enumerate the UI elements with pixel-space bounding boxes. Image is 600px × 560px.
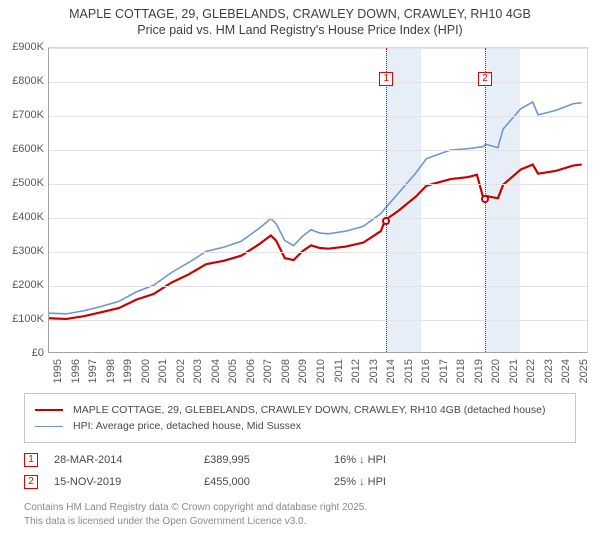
title-line-1: MAPLE COTTAGE, 29, GLEBELANDS, CRAWLEY D… — [8, 6, 592, 22]
footer-line-1: Contains HM Land Registry data © Crown c… — [24, 501, 576, 515]
x-tick-label: 2006 — [245, 359, 257, 383]
gridline-h — [49, 48, 587, 49]
event-marker: 2 — [478, 72, 492, 86]
x-tick-label: 2011 — [333, 359, 345, 383]
sale-dot — [481, 195, 489, 203]
y-tick-label: £700K — [0, 109, 44, 121]
lower-section: MAPLE COTTAGE, 29, GLEBELANDS, CRAWLEY D… — [0, 393, 600, 529]
transaction-price-2: £455,000 — [204, 476, 334, 488]
event-vline — [386, 48, 387, 352]
footer-line-2: This data is licensed under the Open Gov… — [24, 515, 576, 529]
gridline-h — [49, 150, 587, 151]
transactions-table: 1 28-MAR-2014 £389,995 16% ↓ HPI 2 15-NO… — [24, 453, 576, 489]
x-tick-label: 2003 — [192, 359, 204, 383]
event-marker: 1 — [379, 72, 393, 86]
legend-label-hpi: HPI: Average price, detached house, Mid … — [73, 418, 301, 435]
transaction-marker-1: 1 — [24, 453, 38, 467]
x-tick-label: 2021 — [508, 359, 520, 383]
x-tick-label: 2008 — [280, 359, 292, 383]
y-tick-label: £300K — [0, 245, 44, 257]
y-tick-label: £200K — [0, 279, 44, 291]
y-tick-label: £500K — [0, 177, 44, 189]
transaction-date-2: 15-NOV-2019 — [54, 476, 204, 488]
x-tick-label: 2022 — [525, 359, 537, 383]
y-tick-label: £100K — [0, 313, 44, 325]
gridline-h — [49, 252, 587, 253]
x-tick-label: 2018 — [455, 359, 467, 383]
gridline-h — [49, 320, 587, 321]
x-tick-label: 2023 — [543, 359, 555, 383]
x-tick-label: 1997 — [87, 359, 99, 383]
x-tick-label: 2004 — [210, 359, 222, 383]
gridline-h — [49, 82, 587, 83]
legend-swatch-red — [35, 409, 63, 411]
x-tick-label: 2013 — [368, 359, 380, 383]
x-tick-label: 1998 — [105, 359, 117, 383]
y-tick-label: £400K — [0, 211, 44, 223]
x-tick-label: 2020 — [490, 359, 502, 383]
transaction-delta-2: 25% ↓ HPI — [334, 476, 464, 488]
x-tick-label: 1996 — [70, 359, 82, 383]
x-tick-label: 2014 — [385, 359, 397, 383]
gridline-h — [49, 184, 587, 185]
x-tick-label: 2019 — [473, 359, 485, 383]
transaction-marker-2: 2 — [24, 475, 38, 489]
x-tick-label: 2000 — [140, 359, 152, 383]
legend-row-property: MAPLE COTTAGE, 29, GLEBELANDS, CRAWLEY D… — [35, 402, 565, 419]
x-tick-label: 2007 — [262, 359, 274, 383]
transaction-date-1: 28-MAR-2014 — [54, 454, 204, 466]
gridline-h — [49, 218, 587, 219]
y-tick-label: £600K — [0, 143, 44, 155]
transaction-price-1: £389,995 — [204, 454, 334, 466]
gridline-h — [49, 286, 587, 287]
x-tick-label: 2017 — [438, 359, 450, 383]
x-tick-label: 2010 — [315, 359, 327, 383]
y-tick-label: £900K — [0, 41, 44, 53]
transaction-delta-1: 16% ↓ HPI — [334, 454, 464, 466]
x-tick-label: 1995 — [52, 359, 64, 383]
y-tick-label: £0 — [0, 347, 44, 359]
y-tick-label: £800K — [0, 75, 44, 87]
legend: MAPLE COTTAGE, 29, GLEBELANDS, CRAWLEY D… — [24, 393, 576, 444]
x-tick-label: 1999 — [122, 359, 134, 383]
line-series-svg — [49, 48, 587, 352]
plot-area: 12 — [48, 47, 588, 353]
x-tick-label: 2012 — [350, 359, 362, 383]
gridline-h — [49, 116, 587, 117]
x-tick-label: 2005 — [227, 359, 239, 383]
x-tick-label: 2001 — [157, 359, 169, 383]
x-tick-label: 2015 — [403, 359, 415, 383]
chart: 12 £0£100K£200K£300K£400K£500K£600K£700K… — [6, 41, 594, 389]
x-tick-label: 2025 — [578, 359, 590, 383]
legend-label-property: MAPLE COTTAGE, 29, GLEBELANDS, CRAWLEY D… — [73, 402, 545, 419]
legend-row-hpi: HPI: Average price, detached house, Mid … — [35, 418, 565, 435]
series-hpi-line — [49, 102, 582, 314]
title-line-2: Price paid vs. HM Land Registry's House … — [8, 22, 592, 38]
x-tick-label: 2016 — [420, 359, 432, 383]
footer: Contains HM Land Registry data © Crown c… — [24, 501, 576, 528]
x-tick-label: 2009 — [297, 359, 309, 383]
chart-title-block: MAPLE COTTAGE, 29, GLEBELANDS, CRAWLEY D… — [0, 0, 600, 41]
legend-swatch-blue — [35, 426, 63, 427]
x-tick-label: 2024 — [560, 359, 572, 383]
x-tick-label: 2002 — [175, 359, 187, 383]
sale-dot — [382, 217, 390, 225]
